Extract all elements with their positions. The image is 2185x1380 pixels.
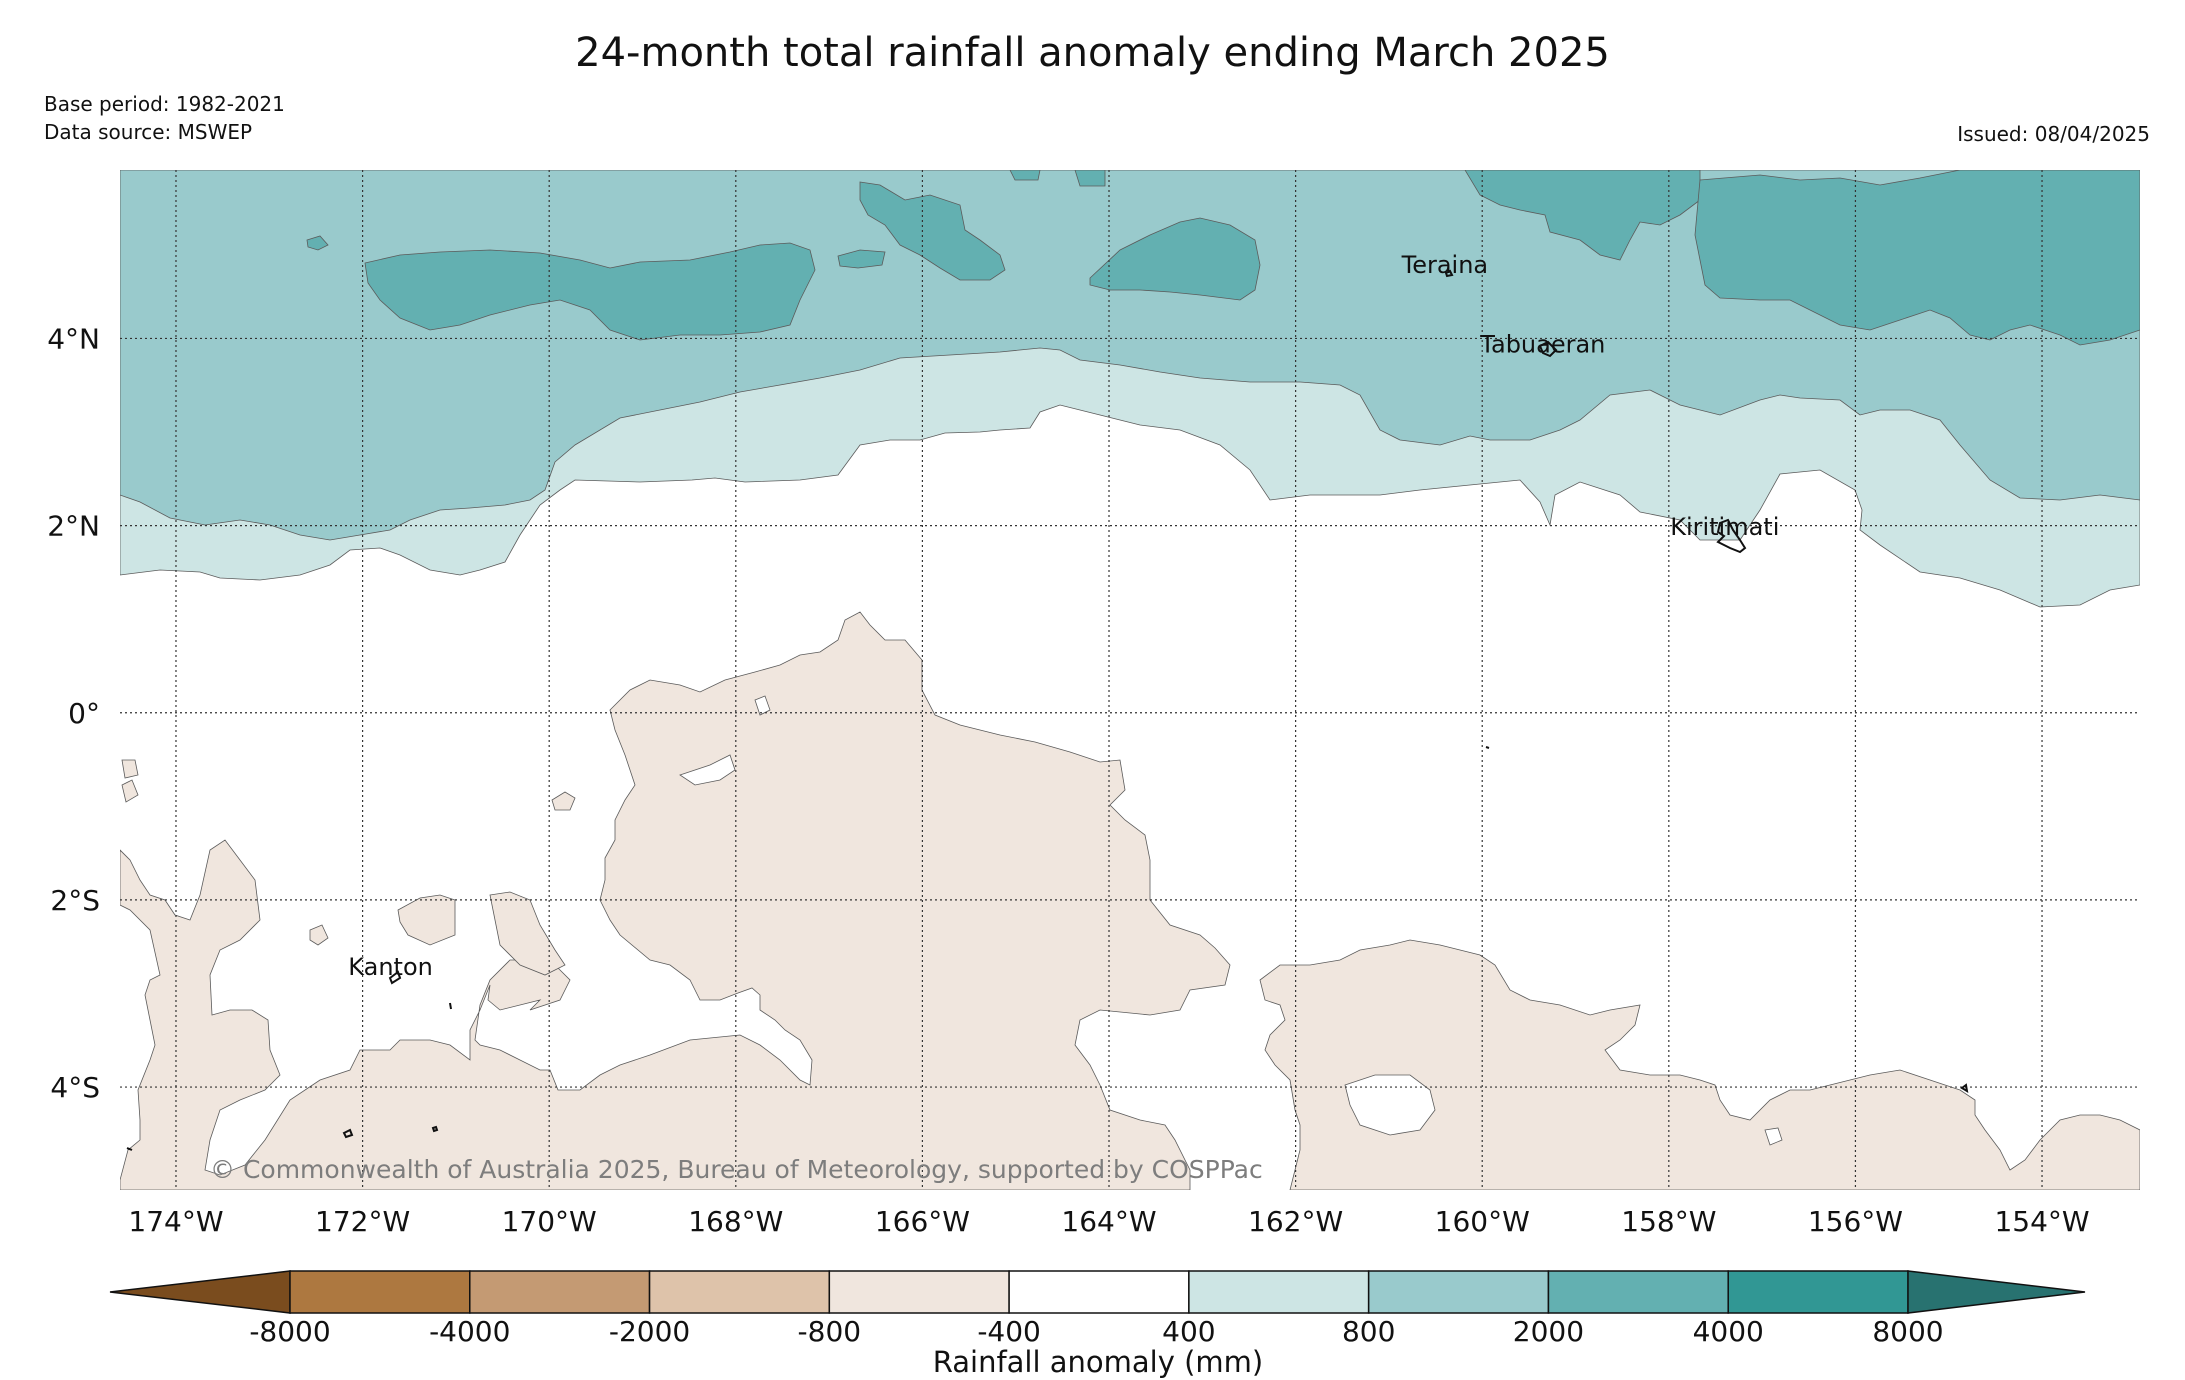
colorbar-segment xyxy=(1727,1270,1909,1314)
colorbar: -8000 -4000 -2000 -800 -400 400 800 2000 4000 800… xyxy=(109,1270,2086,1348)
anomaly-region-neg400-neg800-small-e xyxy=(121,759,139,779)
anomaly-hole-4 xyxy=(1764,1127,1783,1146)
lon-tick-label: 156°W xyxy=(1808,1205,1903,1238)
colorbar-segment xyxy=(1367,1270,1550,1314)
place-label: Tabuaeran xyxy=(1479,330,1605,358)
anomaly-region-2000-4000-small-d xyxy=(1074,170,1106,187)
lon-tick-label: 174°W xyxy=(128,1205,223,1238)
colorbar-extend-high xyxy=(1907,1270,2086,1314)
map-white-holes xyxy=(679,695,1783,1146)
island-small-a xyxy=(342,1128,354,1139)
map-title: 24-month total rainfall anomaly ending M… xyxy=(575,30,1610,76)
data-source-text: Data source: MSWEP xyxy=(44,120,253,144)
island-small-d xyxy=(449,1002,452,1010)
colorbar-tick-label: -8000 xyxy=(249,1315,330,1348)
base-period-text: Base period: 1982-2021 xyxy=(44,92,285,116)
place-label: Kiritimati xyxy=(1670,513,1779,541)
map-metadata: Base period: 1982-2021 Data source: MSWE… xyxy=(44,90,285,146)
lon-tick-label: 154°W xyxy=(1994,1205,2089,1238)
anomaly-hole-2 xyxy=(754,695,771,716)
colorbar-tick-label: 400 xyxy=(1162,1315,1215,1348)
anomaly-region-neg400-neg800-small-f xyxy=(121,779,139,803)
anomaly-hole-1 xyxy=(679,754,736,786)
colorbar-tick-label: -4000 xyxy=(429,1315,510,1348)
place-labels: Teraina Tabuaeran Kiritimati Kanton xyxy=(348,251,1779,981)
anomaly-region-2000-4000-east xyxy=(1694,170,2140,346)
colorbar-tick-label: 800 xyxy=(1342,1315,1395,1348)
anomaly-region-2000-4000-small-c xyxy=(1009,170,1041,181)
place-label: Kanton xyxy=(348,953,433,981)
anomaly-region-neg400-neg800-small-c xyxy=(551,791,576,811)
island-small-e xyxy=(1960,1083,1969,1093)
issued-date-text: Issued: 08/04/2025 xyxy=(1957,122,2150,146)
anomaly-hole-3 xyxy=(1344,1074,1436,1136)
place-label: Teraina xyxy=(1401,251,1489,279)
lat-tick-label: 0° xyxy=(68,697,100,730)
colorbar-label: Rainfall anomaly (mm) xyxy=(933,1345,1264,1379)
island-kiritimati xyxy=(1716,518,1747,554)
anomaly-map-area xyxy=(120,170,2140,1190)
latitude-tick-labels: 4°N 2°N 0° 2°S 4°S xyxy=(47,322,100,1104)
lon-tick-label: 160°W xyxy=(1435,1205,1530,1238)
colorbar-extend-low xyxy=(109,1270,291,1314)
colorbar-segment xyxy=(469,1270,651,1314)
colorbar-tick-label: -2000 xyxy=(609,1315,690,1348)
lon-tick-label: 158°W xyxy=(1621,1205,1716,1238)
anomaly-region-2000-4000-small-a xyxy=(306,235,329,251)
anomaly-region-2000-4000-northeast xyxy=(1464,170,1701,261)
island-tabuaeran xyxy=(1538,340,1558,358)
anomaly-region-2000-4000-center-east xyxy=(1089,217,1261,301)
island-outlines xyxy=(126,269,1969,1151)
lon-tick-label: 166°W xyxy=(875,1205,970,1238)
colorbar-tick-label: 4000 xyxy=(1693,1315,1764,1348)
island-small-b xyxy=(431,1125,439,1133)
graticule xyxy=(120,170,2140,1190)
lat-tick-label: 4°S xyxy=(50,1071,100,1104)
colorbar-segment xyxy=(1547,1270,1729,1314)
colorbar-tick-label: -400 xyxy=(977,1315,1041,1348)
colorbar-tick-label: 8000 xyxy=(1872,1315,1943,1348)
anomaly-region-neg400-neg800-east xyxy=(1259,939,2140,1190)
colorbar-segment xyxy=(648,1270,831,1314)
colorbar-segment xyxy=(1008,1270,1190,1314)
longitude-tick-labels: 174°W 172°W 170°W 168°W 166°W 164°W 162°W 160°W… xyxy=(128,1205,2089,1238)
lon-tick-label: 168°W xyxy=(688,1205,783,1238)
lon-tick-label: 164°W xyxy=(1061,1205,1156,1238)
lat-tick-label: 2°N xyxy=(47,510,100,543)
island-kanton xyxy=(388,970,402,985)
lon-tick-label: 172°W xyxy=(315,1205,410,1238)
anomaly-region-2000-4000-west xyxy=(364,242,816,341)
island-small-c xyxy=(126,1147,133,1151)
copyright-text: © Commonwealth of Australia 2025, Bureau… xyxy=(210,1155,1263,1184)
anomaly-region-2000-4000-small-b xyxy=(837,249,886,269)
colorbar-tick-label: -800 xyxy=(798,1315,862,1348)
colorbar-segment xyxy=(828,1270,1010,1314)
lon-tick-label: 162°W xyxy=(1248,1205,1343,1238)
anomaly-region-neg400-neg800-small-b xyxy=(489,891,566,976)
anomaly-region-800-2000 xyxy=(120,170,2140,541)
anomaly-region-2000-4000-central xyxy=(859,181,1006,281)
anomaly-region-neg400-neg800-central xyxy=(120,611,1231,1190)
island-small-f xyxy=(1485,746,1490,749)
anomaly-region-neg400-neg800-small-a xyxy=(397,894,456,946)
island-teraina xyxy=(1444,269,1454,278)
colorbar-segment xyxy=(289,1270,471,1314)
lat-tick-label: 2°S xyxy=(50,884,100,917)
anomaly-region-neg400-neg800-small-d xyxy=(309,924,329,946)
colorbar-segment xyxy=(1188,1270,1370,1314)
lat-tick-label: 4°N xyxy=(47,322,100,355)
colorbar-tick-label: 2000 xyxy=(1513,1315,1584,1348)
lon-tick-label: 170°W xyxy=(502,1205,597,1238)
